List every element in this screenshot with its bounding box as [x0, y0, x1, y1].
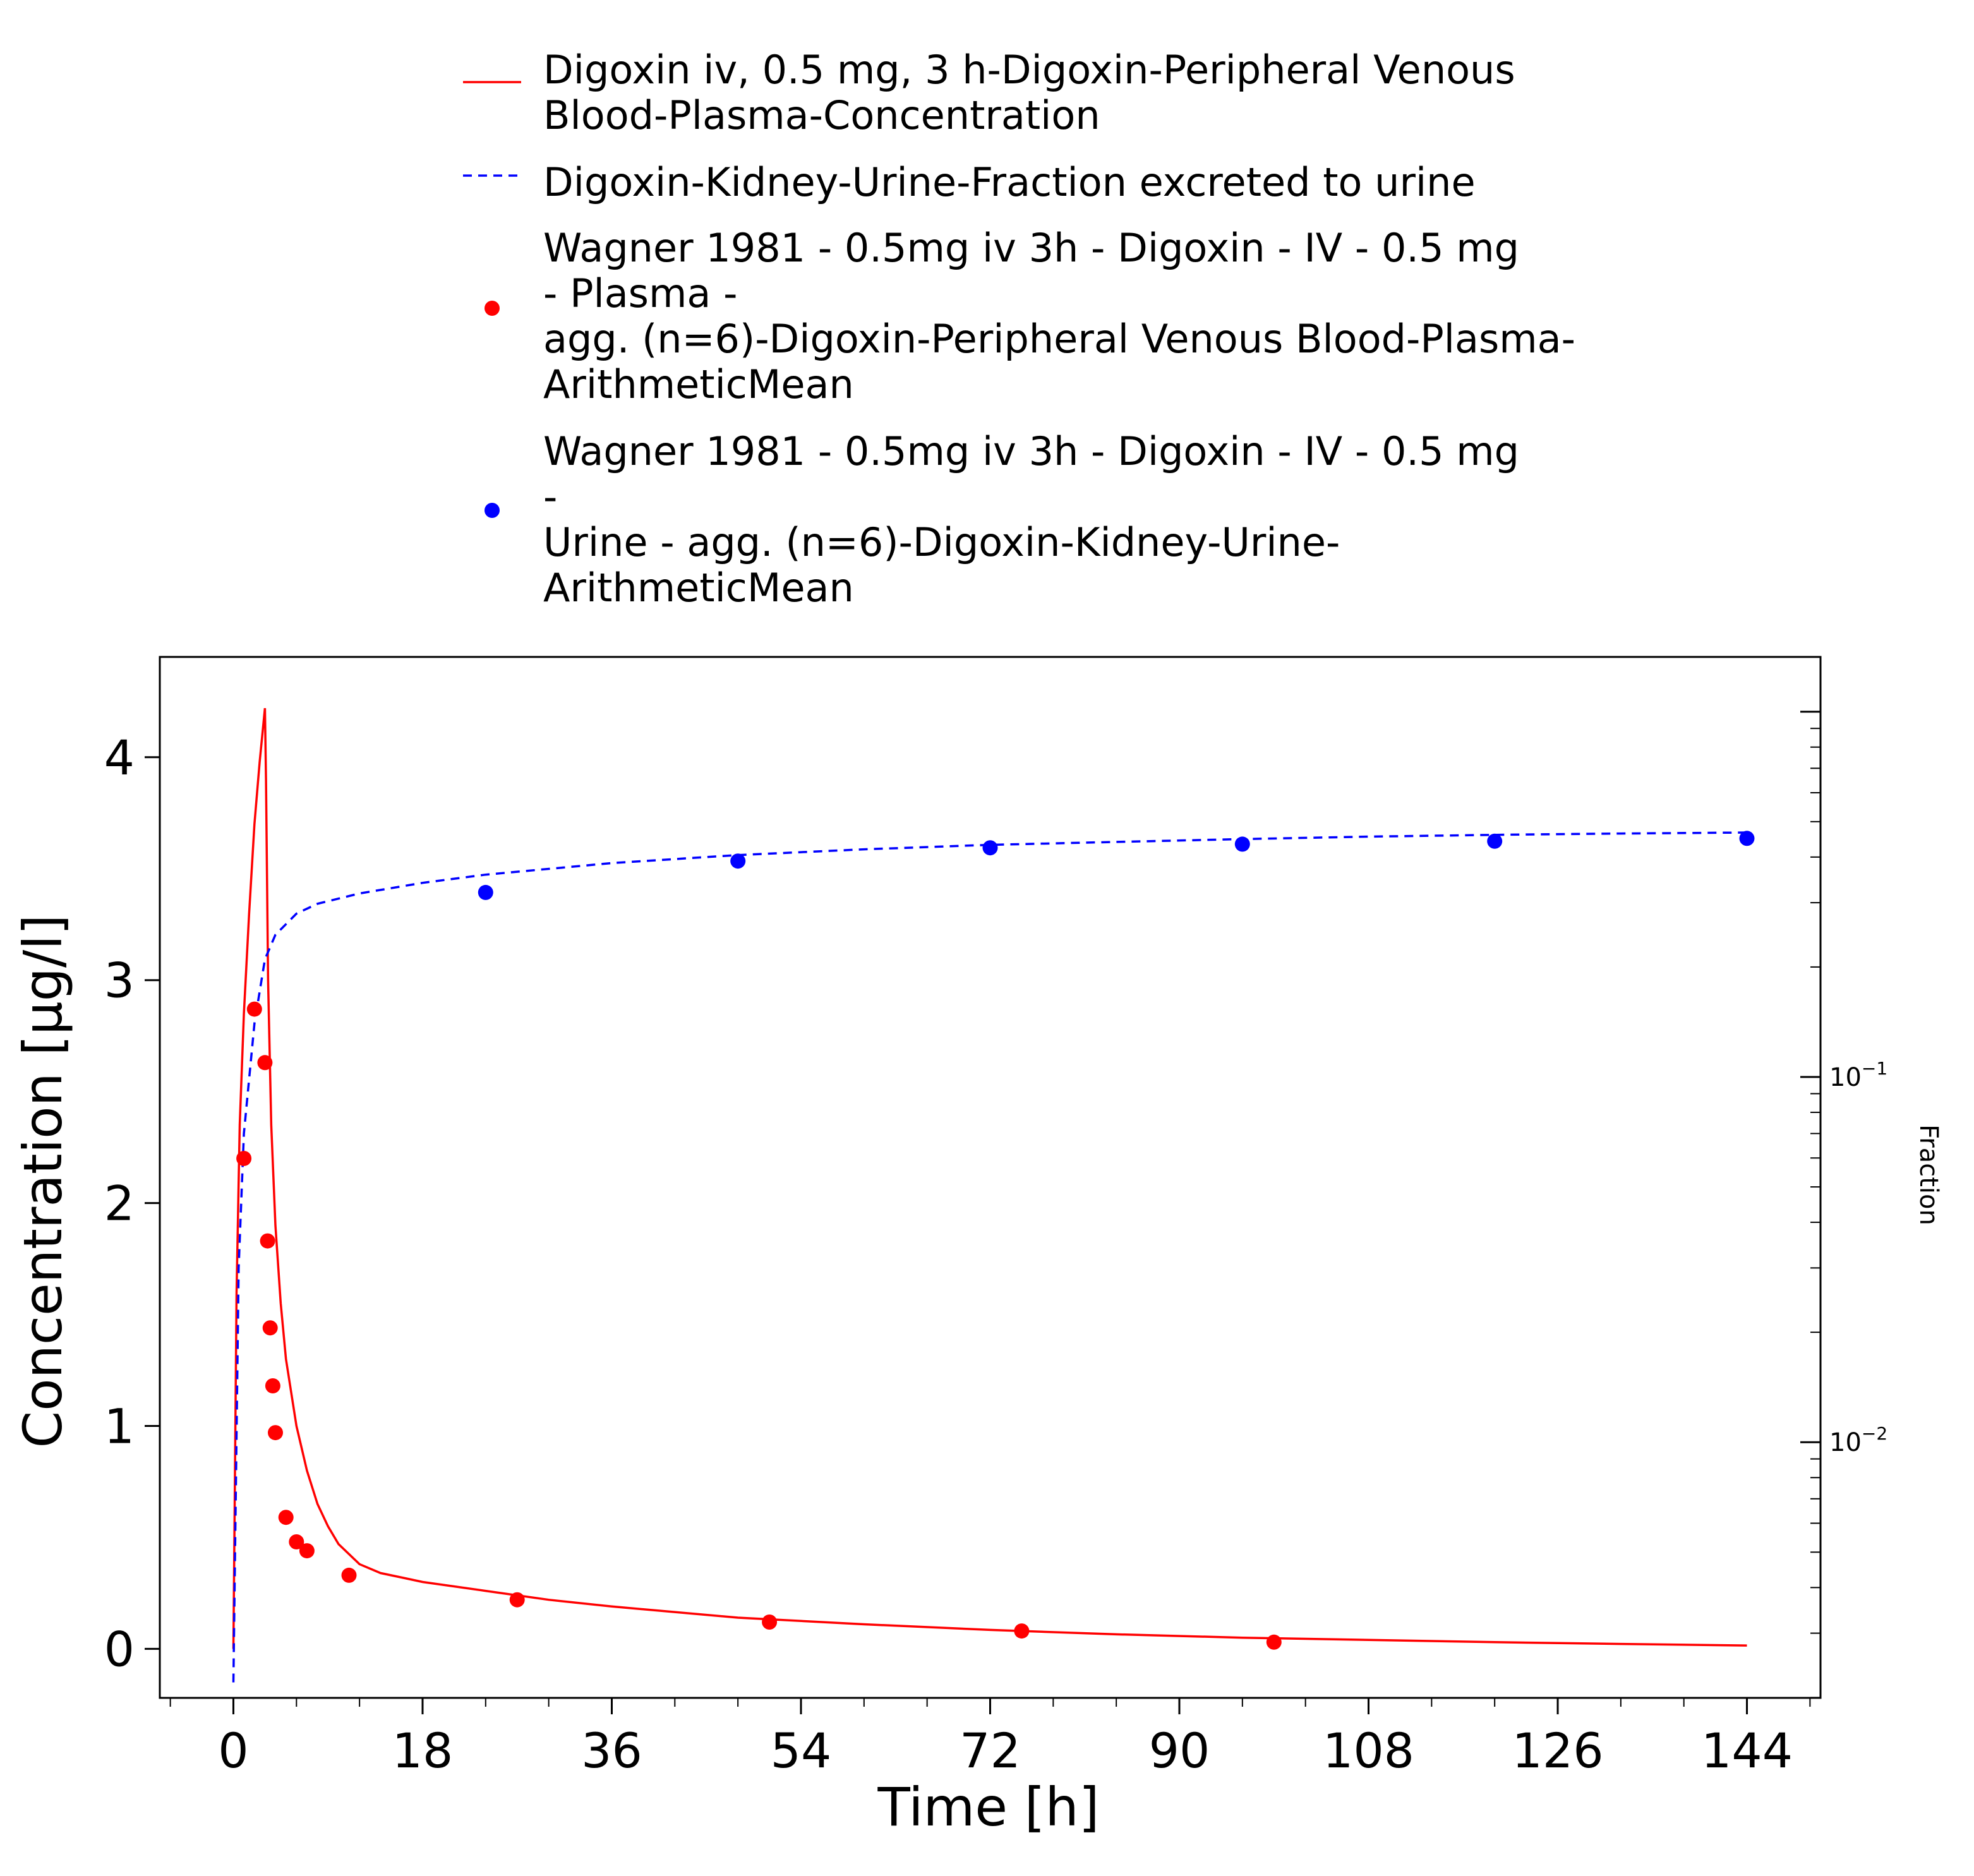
data-point [478, 884, 493, 900]
x-axis-title: Time [h] [877, 1776, 1099, 1838]
data-point [762, 1614, 778, 1630]
data-point [1266, 1634, 1282, 1650]
legend-label: Urine - agg. (n=6)-Digoxin-Kidney-Urine- [543, 519, 1340, 565]
legend-label: - Plasma - [543, 270, 737, 316]
y-tick-label: 1 [104, 1398, 135, 1454]
data-point [268, 1425, 283, 1441]
data-point [246, 1001, 262, 1017]
legend: Digoxin iv, 0.5 mg, 3 h-Digoxin-Peripher… [463, 47, 1575, 611]
data-point [730, 853, 746, 869]
x-tick-label: 108 [1323, 1723, 1414, 1779]
y-tick-label: 2 [104, 1176, 135, 1232]
legend-entry-1: Digoxin-Kidney-Urine-Fraction excreted t… [463, 159, 1476, 205]
y-axis: 0 1 2 3 4 [104, 730, 160, 1677]
legend-label: Digoxin-Kidney-Urine-Fraction excreted t… [543, 159, 1476, 205]
legend-label: Blood-Plasma-Concentration [543, 92, 1100, 138]
y-tick-label: 3 [104, 953, 135, 1009]
data-point [236, 1151, 252, 1166]
legend-marker-symbol [484, 301, 500, 316]
y2-axis-title: Fraction [1914, 1124, 1943, 1225]
data-point [1739, 831, 1755, 846]
data-point [299, 1543, 315, 1559]
data-point [1234, 836, 1250, 852]
data-point [265, 1378, 280, 1393]
data-point [257, 1055, 273, 1071]
x-tick-label: 126 [1512, 1723, 1603, 1779]
x-tick-label: 144 [1701, 1723, 1793, 1779]
legend-entry-3: Wagner 1981 - 0.5mg iv 3h - Digoxin - IV… [484, 428, 1519, 611]
data-point [289, 1534, 304, 1549]
plot-frame [159, 656, 1822, 1699]
legend-label: ArithmeticMean [543, 361, 854, 407]
x-tick-label: 0 [218, 1723, 248, 1779]
legend-entry-2: Wagner 1981 - 0.5mg iv 3h - Digoxin - IV… [484, 225, 1575, 407]
y-tick-label: 4 [104, 730, 135, 786]
legend-label: Digoxin iv, 0.5 mg, 3 h-Digoxin-Peripher… [543, 47, 1515, 93]
legend-label: ArithmeticMean [543, 565, 854, 611]
data-point [509, 1592, 525, 1608]
legend-label: Wagner 1981 - 0.5mg iv 3h - Digoxin - IV… [543, 225, 1519, 271]
series-layer [232, 708, 1755, 1683]
plot-area-border [159, 656, 1822, 1699]
data-point [260, 1233, 275, 1249]
x-tick-label: 18 [392, 1723, 454, 1779]
x-tick-label: 72 [960, 1723, 1021, 1779]
data-point [341, 1567, 357, 1583]
legend-label: Wagner 1981 - 0.5mg iv 3h - Digoxin - IV… [543, 428, 1519, 474]
y-axis-title: Concentration [µg/l] [12, 915, 74, 1448]
data-point [278, 1510, 294, 1525]
data-point [1487, 833, 1503, 849]
x-tick-label: 54 [771, 1723, 832, 1779]
data-point [1014, 1623, 1030, 1639]
x-tick-label: 90 [1149, 1723, 1210, 1779]
data-point [982, 840, 998, 856]
legend-label: - [543, 474, 557, 520]
series-line-0 [232, 708, 1747, 1649]
y2-tick-label: 10−1 [1829, 1058, 1887, 1092]
y2-axis: 10−2 10−1 [1800, 711, 1887, 1699]
y-tick-label: 0 [104, 1621, 135, 1677]
y2-tick-label: 10−2 [1829, 1423, 1887, 1457]
legend-entry-0: Digoxin iv, 0.5 mg, 3 h-Digoxin-Peripher… [463, 47, 1515, 138]
legend-label: agg. (n=6)-Digoxin-Peripheral Venous Blo… [543, 316, 1575, 362]
series-line-1 [232, 831, 1747, 1683]
data-point [262, 1320, 278, 1336]
legend-marker-symbol [484, 503, 500, 518]
x-axis: 0 18 36 54 72 90 108 126 144 [169, 1698, 1811, 1779]
x-tick-label: 36 [581, 1723, 642, 1779]
